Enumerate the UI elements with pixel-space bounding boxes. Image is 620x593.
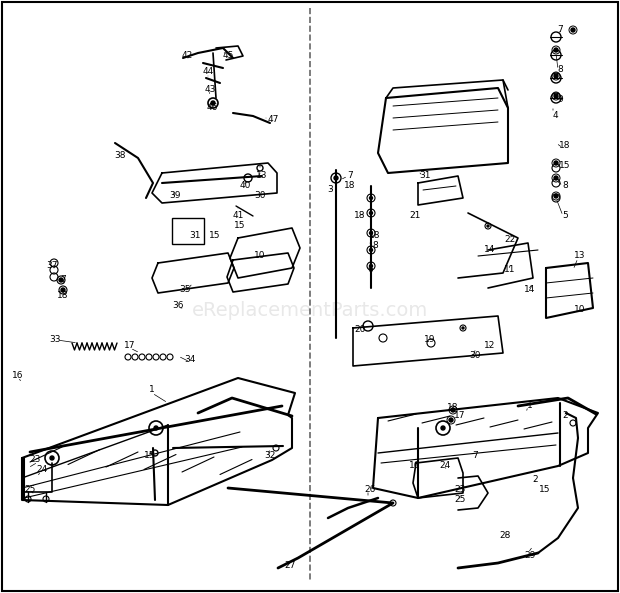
Text: 15: 15 [234,221,246,229]
Text: 19: 19 [424,336,436,345]
Text: 40: 40 [239,180,250,190]
Circle shape [487,225,489,227]
Circle shape [462,327,464,329]
Circle shape [154,426,158,430]
Text: eReplacementParts.com: eReplacementParts.com [192,301,428,320]
Text: 7: 7 [472,451,478,460]
Text: 18: 18 [57,291,69,299]
Text: 16: 16 [409,461,421,470]
Text: 30: 30 [469,350,481,359]
Text: 36: 36 [172,301,184,310]
Text: 2: 2 [532,476,538,484]
Text: 15: 15 [559,161,571,170]
Text: 8: 8 [557,65,563,75]
Text: 37: 37 [46,260,58,269]
Circle shape [50,456,54,460]
Text: 46: 46 [206,104,218,113]
Text: 1: 1 [149,385,155,394]
Text: 47: 47 [267,116,278,125]
Circle shape [334,176,338,180]
Circle shape [211,101,215,105]
Text: 18: 18 [344,180,356,190]
Circle shape [449,418,453,422]
Text: 25: 25 [24,486,36,495]
Text: 32: 32 [264,451,276,460]
Circle shape [554,194,558,198]
Text: 15: 15 [210,231,221,240]
Circle shape [370,196,373,199]
Text: 41: 41 [232,211,244,219]
Text: 14: 14 [525,285,536,295]
Circle shape [554,94,558,98]
Text: 45: 45 [223,50,234,59]
Circle shape [61,288,65,292]
Text: 18: 18 [559,141,571,149]
Text: 22: 22 [505,235,516,244]
Text: 42: 42 [182,50,193,59]
Text: 13: 13 [574,250,586,260]
Text: 29: 29 [525,550,536,560]
Text: 18: 18 [447,403,459,413]
Text: 27: 27 [285,560,296,569]
Text: 2: 2 [562,410,568,419]
Text: 30: 30 [254,190,266,199]
Text: 17: 17 [124,340,136,349]
Circle shape [554,176,558,180]
Circle shape [451,408,455,412]
Text: 14: 14 [484,246,495,254]
Text: 9: 9 [557,95,563,104]
Circle shape [554,48,558,52]
Text: 10: 10 [574,305,586,314]
Text: 20: 20 [354,326,366,334]
Text: 12: 12 [484,340,495,349]
Text: 28: 28 [499,531,511,540]
Circle shape [554,74,558,78]
Circle shape [370,231,373,234]
Text: 6: 6 [367,266,373,275]
Text: 7: 7 [557,25,563,34]
Text: 44: 44 [202,68,214,76]
Text: 33: 33 [49,336,61,345]
Text: 34: 34 [184,355,196,365]
Circle shape [370,264,373,267]
Text: 38: 38 [114,151,126,160]
Text: 3: 3 [327,186,333,195]
Text: 11: 11 [504,266,516,275]
Text: 25: 25 [454,496,466,505]
Text: 5: 5 [562,211,568,219]
Text: 18: 18 [370,231,381,240]
Circle shape [554,161,558,165]
Circle shape [59,278,63,282]
Text: 1: 1 [527,400,533,410]
Text: 31: 31 [189,231,201,240]
Text: 39: 39 [169,190,181,199]
Text: 35: 35 [179,285,191,295]
Circle shape [441,426,445,430]
Text: 26: 26 [365,486,376,495]
Text: 10: 10 [254,250,266,260]
Circle shape [571,28,575,32]
Circle shape [370,212,373,215]
Text: 8: 8 [372,241,378,250]
Text: 7: 7 [347,171,353,180]
Circle shape [370,248,373,251]
Text: 43: 43 [205,85,216,94]
Text: 7: 7 [60,276,66,285]
Text: 16: 16 [12,371,24,380]
Text: 13: 13 [256,171,268,180]
Text: 15: 15 [144,451,156,460]
Text: 24: 24 [440,461,451,470]
Text: 21: 21 [409,211,421,219]
Text: 15: 15 [539,486,551,495]
Bar [172,218,204,244]
Text: 31: 31 [419,171,431,180]
Text: 23: 23 [454,486,466,495]
Text: 23: 23 [29,455,41,464]
Text: 8: 8 [562,180,568,190]
Text: 17: 17 [454,410,466,419]
Text: 24: 24 [37,466,48,474]
Text: 4: 4 [552,110,558,120]
Text: 18: 18 [354,211,366,219]
